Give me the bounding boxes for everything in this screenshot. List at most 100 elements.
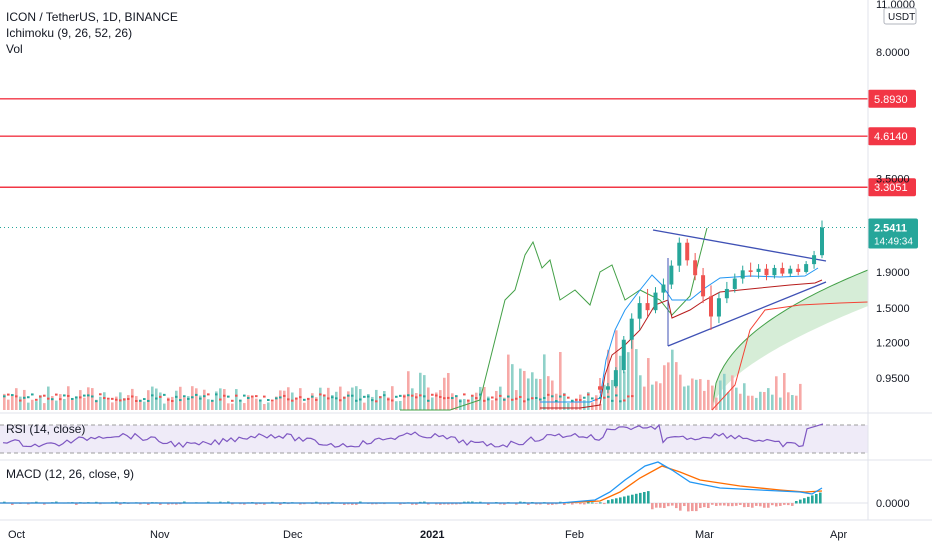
- macd-histogram-bar: [635, 493, 638, 504]
- volume-bar: [787, 392, 790, 410]
- volume-bar: [407, 371, 410, 410]
- volume-bar: [311, 393, 314, 410]
- volume-bar: [135, 396, 138, 410]
- lagging-span-line: [400, 227, 708, 411]
- macd-histogram-bar: [159, 503, 162, 505]
- level-badge: [868, 127, 916, 146]
- candle: [51, 398, 54, 401]
- volume-bar: [715, 397, 718, 410]
- volume-bar: [483, 386, 486, 410]
- time-tick-label: Mar: [695, 529, 714, 541]
- volume-bar: [755, 397, 758, 410]
- volume-bar: [7, 399, 10, 410]
- price-tick-label: 3.5000: [876, 173, 910, 185]
- macd-histogram-bar: [611, 499, 614, 504]
- macd-histogram-bar: [607, 500, 610, 504]
- candle: [79, 396, 82, 399]
- macd-histogram-bar: [691, 503, 694, 512]
- volume-bar: [39, 395, 42, 410]
- candle: [247, 397, 250, 400]
- macd-histogram-bar: [147, 503, 150, 505]
- candle: [163, 393, 166, 396]
- macd-histogram-bar: [591, 502, 594, 504]
- macd-histogram-bar: [755, 503, 758, 506]
- candle: [479, 393, 482, 396]
- volume-bar: [687, 385, 690, 410]
- volume-bar: [659, 383, 662, 410]
- macd-histogram-bar: [731, 503, 734, 507]
- candle-body: [764, 268, 769, 276]
- candle: [207, 393, 210, 396]
- macd-histogram-bar: [819, 492, 822, 504]
- candle: [563, 393, 566, 396]
- candle: [387, 398, 390, 401]
- volume-bar: [123, 398, 126, 410]
- candle: [283, 394, 286, 397]
- macd-histogram-bar: [583, 503, 586, 505]
- vol-label[interactable]: Vol: [6, 42, 23, 56]
- volume-bar: [351, 387, 354, 410]
- macd-histogram-bar: [599, 502, 602, 504]
- macd-histogram-bar: [715, 503, 718, 506]
- volume-bar: [43, 403, 46, 410]
- volume-bar: [727, 392, 730, 410]
- rsi-label: RSI (14, close): [6, 422, 85, 436]
- candle: [103, 397, 106, 400]
- macd-histogram-bar: [299, 503, 302, 505]
- volume-bar: [263, 403, 266, 410]
- volume-bar: [139, 399, 142, 410]
- candle: [255, 395, 258, 398]
- candle: [195, 393, 198, 396]
- macd-histogram-bar: [787, 503, 790, 506]
- ichimoku-label[interactable]: Ichimoku (9, 26, 52, 26): [6, 26, 133, 40]
- candle: [423, 395, 426, 398]
- volume-bar: [251, 397, 254, 410]
- current-price-text: 2.5411: [874, 222, 907, 234]
- candle: [407, 394, 410, 397]
- candle-body: [598, 386, 602, 390]
- candle: [203, 395, 206, 398]
- level-badge-text: 5.8930: [874, 94, 908, 106]
- volume-bar: [531, 372, 534, 410]
- volume-bar: [487, 396, 490, 410]
- candle: [231, 399, 234, 402]
- volume-bar: [15, 388, 18, 410]
- volume-bar: [463, 398, 466, 410]
- volume-bar: [367, 394, 370, 410]
- macd-histogram-bar: [231, 503, 234, 505]
- macd-histogram-bar: [319, 503, 322, 505]
- volume-bar: [35, 401, 38, 410]
- candle: [531, 397, 534, 400]
- candle: [167, 398, 170, 401]
- symbol-title[interactable]: ICON / TetherUS, 1D, BINANCE: [6, 10, 178, 24]
- volume-bar: [771, 394, 774, 410]
- volume-bar: [507, 354, 510, 410]
- volume-bar: [167, 397, 170, 410]
- candle: [311, 395, 314, 398]
- volume-bar: [779, 397, 782, 410]
- macd-histogram-bar: [399, 503, 402, 505]
- volume-bar: [719, 380, 722, 410]
- level-badge: [868, 89, 916, 108]
- volume-bar: [279, 390, 282, 410]
- candle: [183, 395, 186, 398]
- candle: [431, 393, 434, 396]
- volume-bar: [723, 373, 726, 410]
- volume-bar: [363, 402, 366, 410]
- volume-bar: [267, 402, 270, 410]
- candle: [375, 400, 378, 403]
- macd-histogram-bar: [759, 503, 762, 507]
- candle: [299, 396, 302, 399]
- macd-histogram-bar: [687, 503, 690, 512]
- volume-bar: [199, 395, 202, 410]
- volume-bar: [355, 386, 358, 410]
- volume-bar: [95, 399, 98, 410]
- candle: [119, 399, 122, 402]
- candle: [295, 397, 298, 400]
- candle: [475, 397, 478, 400]
- volume-bar: [271, 402, 274, 410]
- candle: [147, 399, 150, 402]
- candle: [503, 398, 506, 401]
